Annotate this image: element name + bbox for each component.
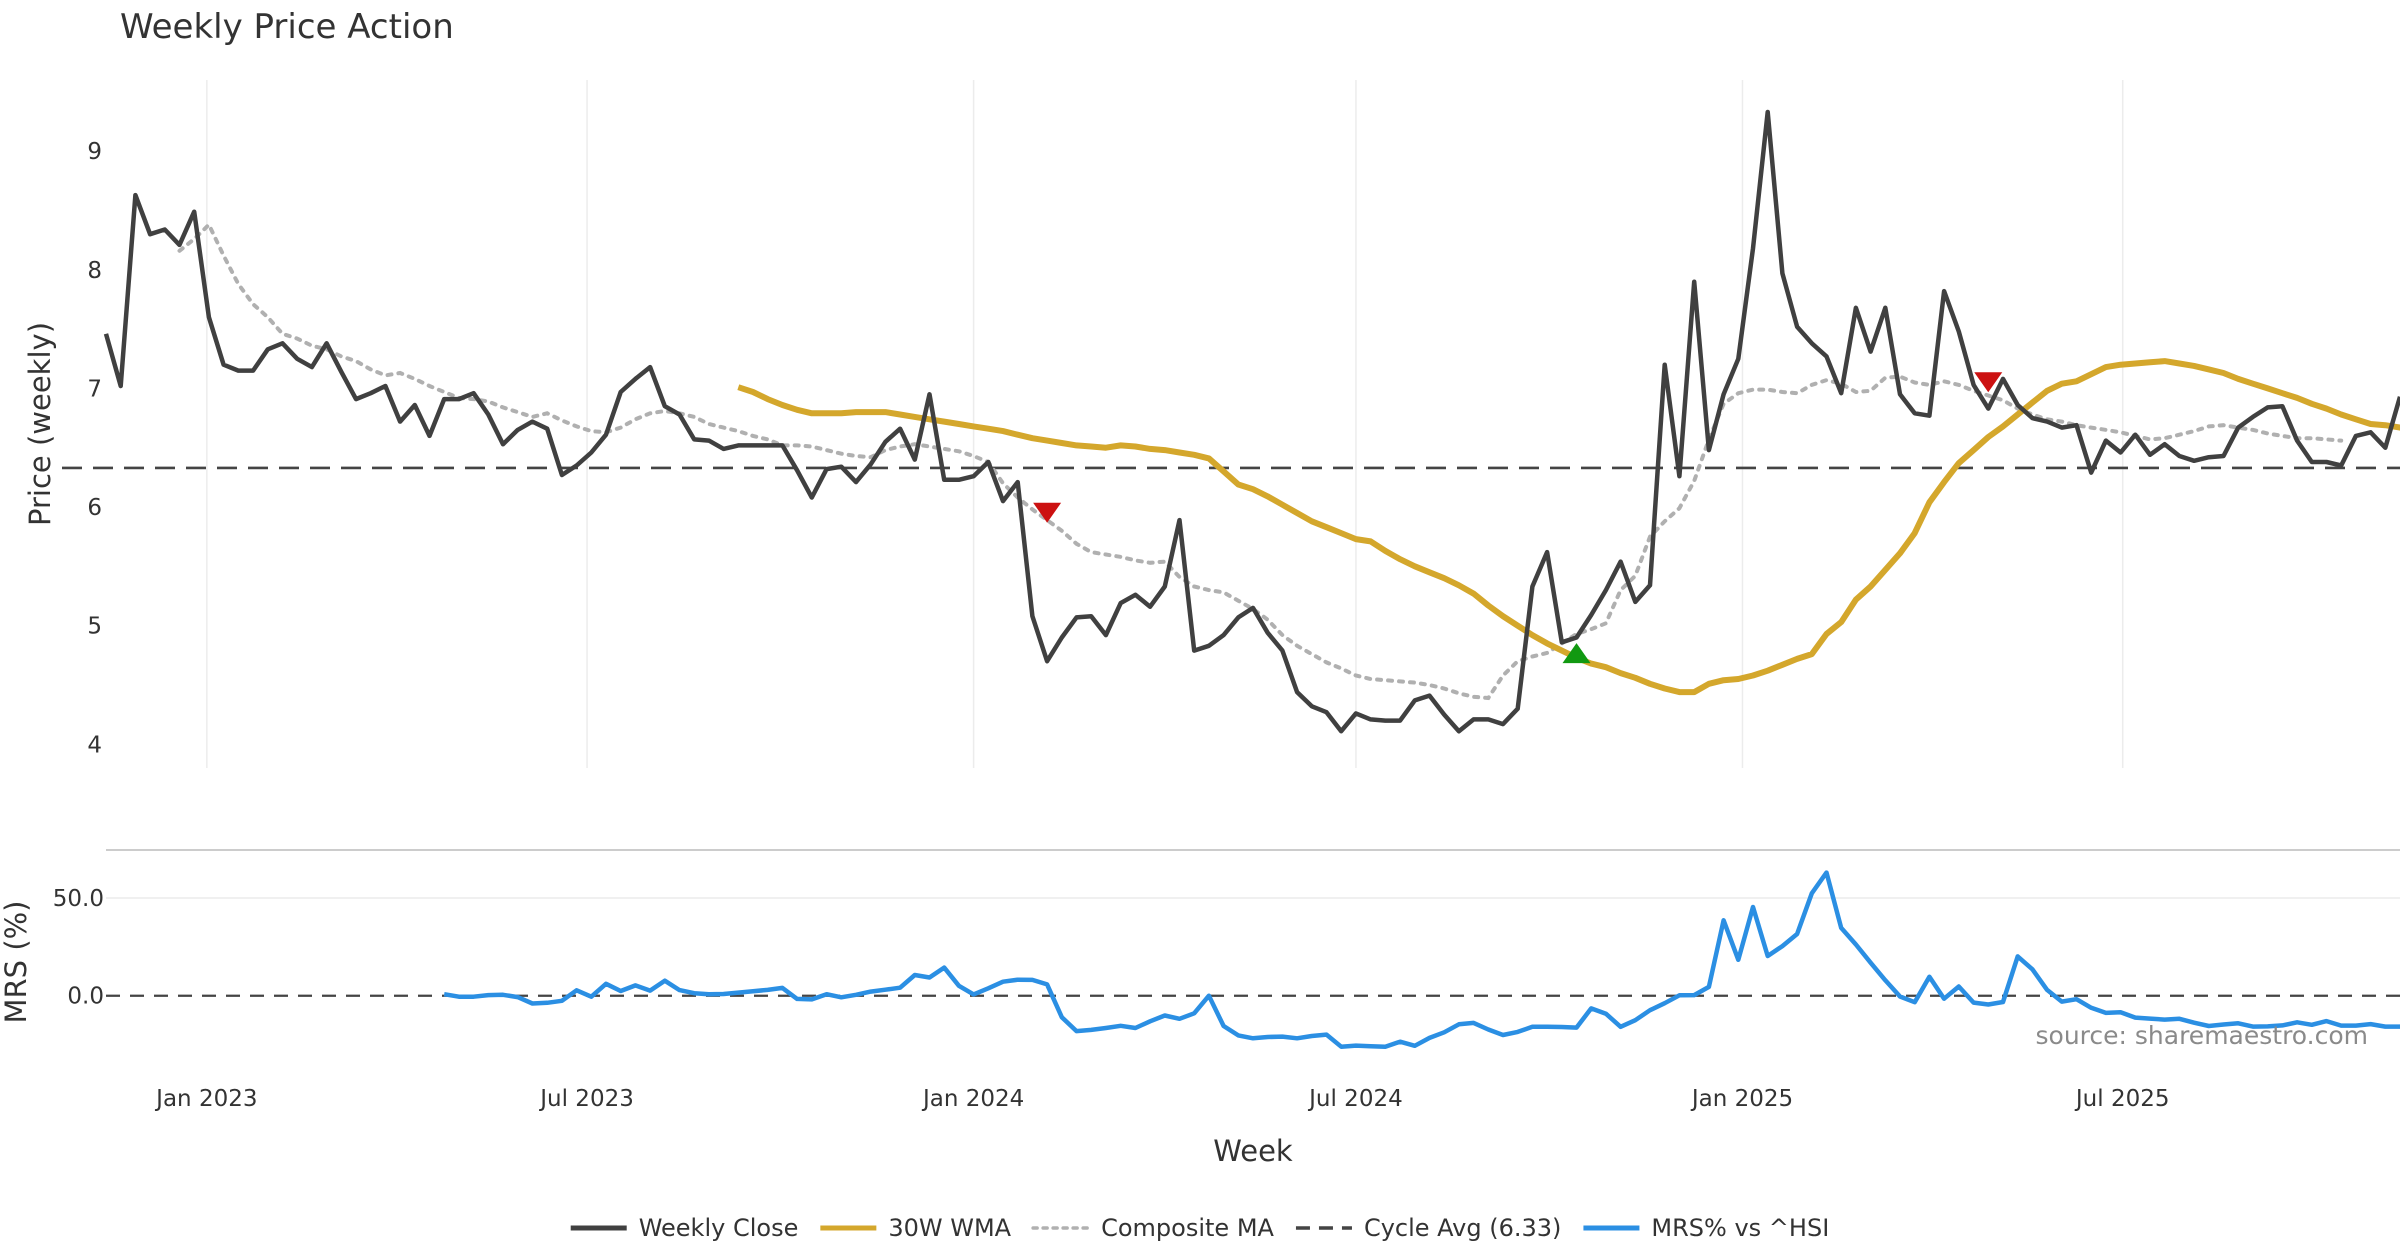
legend-item-wma: 30W WMA — [820, 1214, 1012, 1242]
chart-title: Weekly Price Action — [120, 7, 454, 47]
price-y-tick-label: 7 — [87, 376, 102, 402]
sell-signal-marker — [1974, 372, 2003, 393]
x-tick-label: Jan 2024 — [921, 1086, 1024, 1112]
price-y-ticks: 4 5 6 7 8 9 — [87, 139, 102, 758]
x-tick-label: Jul 2023 — [538, 1086, 634, 1112]
legend-label-composite: Composite MA — [1101, 1214, 1274, 1242]
buy-signal-marker — [1562, 643, 1591, 664]
mrs-y-tick-label: 0.0 — [67, 984, 104, 1010]
legend-label-mrs: MRS% vs ^HSI — [1651, 1214, 1829, 1242]
series-line-mrs — [443, 870, 2400, 1049]
x-tick-label: Jul 2025 — [2074, 1086, 2170, 1112]
price-y-tick-label: 9 — [87, 139, 102, 165]
legend-label-cycle: Cycle Avg (6.33) — [1364, 1214, 1561, 1242]
x-axis-label: Week — [1213, 1134, 1293, 1168]
x-tick-label: Jul 2024 — [1307, 1086, 1403, 1112]
legend-item-composite: Composite MA — [1031, 1214, 1275, 1242]
legend-item-close: Weekly Close — [570, 1214, 799, 1242]
price-y-tick-label: 5 — [87, 614, 102, 640]
legend: Weekly Close 30W WMA Composite MA Cycle Avg… — [570, 1214, 1829, 1242]
source-note: source: sharemaestro.com — [2036, 1021, 2369, 1050]
price-y-tick-label: 8 — [87, 258, 102, 284]
series-line-weekly-close — [103, 109, 2400, 734]
series-line-composite-ma — [177, 221, 2344, 701]
x-tick-label: Jan 2025 — [1690, 1086, 1793, 1112]
signal-markers — [1033, 372, 2003, 664]
sell-signal-marker — [1033, 502, 1062, 523]
price-y-tick-label: 6 — [87, 495, 102, 521]
mrs-y-ticks: 0.0 50.0 — [53, 886, 104, 1010]
legend-label-wma: 30W WMA — [888, 1214, 1011, 1242]
x-ticks: Jan 2023 Jul 2023 Jan 2024 Jul 2024 Jan 2025… — [154, 1086, 2169, 1112]
legend-item-cycle: Cycle Avg (6.33) — [1295, 1214, 1561, 1242]
legend-item-mrs: MRS% vs ^HSI — [1583, 1214, 1829, 1242]
series-line-30w-wma — [737, 358, 2400, 696]
legend-label-close: Weekly Close — [639, 1214, 799, 1242]
mrs-y-tick-label: 50.0 — [53, 886, 104, 912]
x-tick-label: Jan 2023 — [154, 1086, 257, 1112]
mrs-y-axis-label: MRS (%) — [0, 901, 33, 1024]
price-y-tick-label: 4 — [87, 732, 102, 758]
price-y-axis-label: Price (weekly) — [23, 322, 57, 526]
